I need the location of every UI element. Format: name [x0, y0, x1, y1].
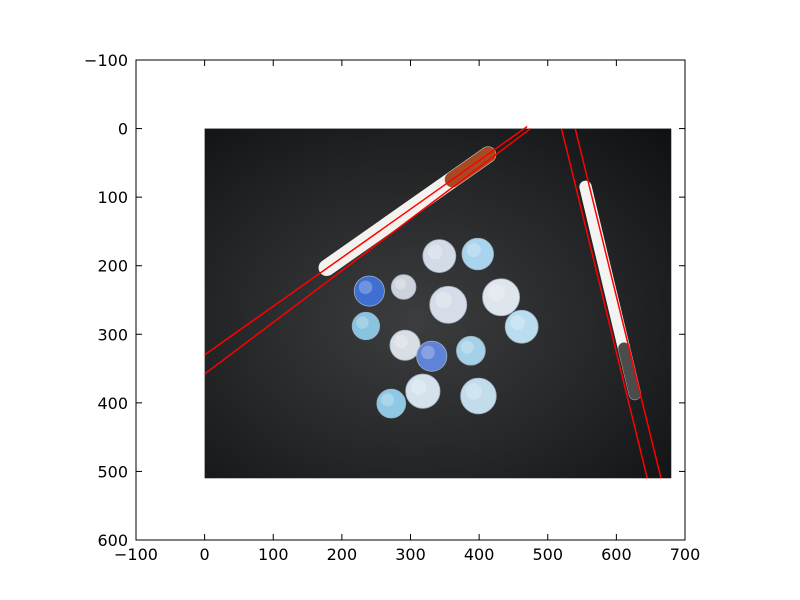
y-tick-label: −100 — [84, 51, 128, 70]
y-tick-label: 0 — [118, 120, 128, 139]
coin-face — [456, 335, 486, 366]
coin-face — [429, 285, 468, 324]
coin-face — [376, 388, 407, 419]
y-tick-label: 200 — [97, 257, 128, 276]
x-tick-label: 0 — [200, 545, 210, 564]
x-tick-label: 100 — [258, 545, 289, 564]
y-tick-label: 100 — [97, 188, 128, 207]
x-tick-label: −100 — [114, 545, 158, 564]
coin-highlight — [421, 345, 435, 360]
coin — [389, 329, 421, 361]
coin-face — [389, 329, 421, 361]
coin — [456, 335, 486, 366]
photo-image — [204, 128, 672, 479]
pen2-right-edge — [574, 128, 662, 479]
y-tick-label: 600 — [97, 531, 128, 550]
coin-face — [405, 373, 441, 409]
coin-highlight — [381, 393, 395, 407]
y-tick-label: 400 — [97, 394, 128, 413]
coin-face — [390, 274, 417, 300]
pen1-upper-edge — [204, 125, 528, 356]
coin-highlight — [510, 315, 525, 331]
coin-highlight — [488, 284, 505, 301]
line-series — [204, 125, 662, 479]
coin — [482, 278, 521, 317]
coin-face — [422, 239, 457, 273]
x-tick-label: 500 — [532, 545, 563, 564]
coin — [504, 309, 539, 344]
x-tick-label: 300 — [395, 545, 426, 564]
y-axis: −100 0 100 200 300 400 500 600 — [84, 51, 685, 550]
coin-highlight — [466, 243, 481, 258]
coin-face — [353, 275, 385, 307]
coin-highlight — [356, 316, 369, 329]
x-tick-label: 200 — [327, 545, 358, 564]
pen-2-cap — [618, 342, 641, 400]
coin — [416, 340, 448, 372]
coin-face — [416, 340, 448, 372]
coin-highlight — [460, 340, 474, 354]
x-tick-label: 400 — [464, 545, 495, 564]
coin — [353, 275, 385, 307]
x-tick-label: 600 — [601, 545, 632, 564]
coin-highlight — [358, 280, 373, 295]
pen-2 — [579, 180, 642, 401]
coin-highlight — [394, 334, 409, 349]
pen2-left-edge — [560, 128, 648, 479]
coin-face — [482, 278, 521, 317]
coin-face — [460, 377, 497, 415]
coin — [422, 239, 457, 273]
coin — [390, 274, 417, 300]
y-tick-label: 500 — [97, 462, 128, 481]
coin-highlight — [435, 291, 452, 309]
pen1-lower-edge — [204, 127, 532, 375]
coin-highlight — [394, 278, 407, 290]
coin-highlight — [427, 244, 443, 260]
coin — [351, 311, 381, 341]
coin-face — [504, 309, 539, 344]
coin-face — [351, 311, 381, 341]
coin — [429, 285, 468, 324]
coin — [460, 377, 497, 415]
x-tick-label: 700 — [670, 545, 701, 564]
x-axis: −100 0 100 200 300 400 500 600 700 — [114, 60, 700, 564]
coin — [405, 373, 441, 409]
coin — [376, 388, 407, 419]
coin-highlight — [410, 379, 427, 395]
coin-highlight — [465, 383, 483, 400]
coin-face — [461, 237, 494, 271]
y-tick-label: 300 — [97, 325, 128, 344]
coin — [461, 237, 494, 271]
